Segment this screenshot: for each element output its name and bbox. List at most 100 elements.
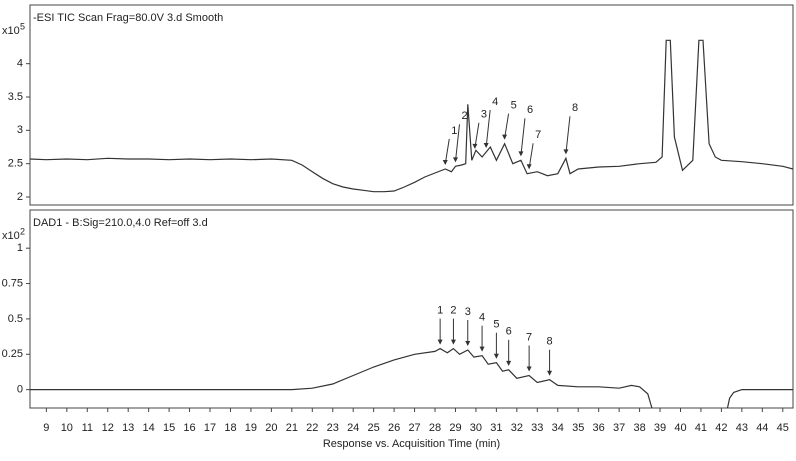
peak-label: 2 — [461, 110, 467, 122]
peak-arrow — [520, 118, 526, 156]
y-tick-label: 0 — [17, 384, 23, 396]
x-tick-label: 11 — [82, 422, 93, 434]
peak-label: 5 — [511, 100, 517, 112]
x-tick-label: 10 — [61, 422, 73, 434]
x-tick-label: 17 — [204, 422, 216, 434]
y-tick-label: 1 — [17, 242, 23, 254]
arrow-head — [547, 370, 553, 376]
x-tick-label: 30 — [470, 422, 482, 434]
x-tick-label: 20 — [265, 422, 277, 434]
arrow-head — [526, 164, 532, 170]
peak-label: 6 — [506, 326, 512, 338]
peak-label: 1 — [451, 125, 457, 137]
x-tick-label: 41 — [695, 422, 707, 434]
x-tick-label: 37 — [613, 422, 625, 434]
x-tick-label: 39 — [654, 422, 666, 434]
y-tick-label: 0.75 — [2, 277, 23, 289]
y-unit: x10 — [2, 230, 20, 242]
x-tick-label: 33 — [531, 422, 543, 434]
panel-frame — [29, 209, 794, 409]
y-tick-label: 2.5 — [8, 158, 23, 170]
x-tick-label: 31 — [490, 422, 502, 434]
peak-label: 4 — [492, 96, 498, 108]
arrow-head — [518, 151, 524, 157]
peak-label: 7 — [526, 331, 532, 343]
x-tick-label: 21 — [286, 422, 298, 434]
peak-label: 1 — [437, 305, 443, 317]
x-tick-label: 24 — [347, 422, 359, 434]
peak-label: 7 — [535, 129, 541, 141]
arrow-head — [563, 149, 569, 155]
x-tick-label: 40 — [674, 422, 686, 434]
x-tick-label: 13 — [122, 422, 134, 434]
x-tick-label: 43 — [736, 422, 748, 434]
peak-arrow — [528, 143, 534, 169]
x-tick-label: 32 — [511, 422, 523, 434]
y-exponent: 5 — [20, 21, 25, 31]
y-tick-label: 3 — [17, 124, 23, 136]
x-tick-label: 26 — [388, 422, 400, 434]
x-tick-label: 9 — [43, 422, 49, 434]
arrow-head — [479, 346, 485, 352]
x-tick-label: 15 — [163, 422, 175, 434]
x-tick-label: 36 — [593, 422, 605, 434]
arrow-head — [502, 134, 508, 140]
arrow-head — [465, 341, 471, 347]
x-tick-label: 38 — [633, 422, 645, 434]
arrow-head — [437, 339, 443, 345]
x-tick-label: 35 — [572, 422, 584, 434]
panel-title: DAD1 - B:Sig=210.0,4.0 Ref=off 3.d — [33, 217, 208, 229]
x-tick-label: 25 — [368, 422, 380, 434]
y-tick-label: 4 — [17, 58, 23, 70]
peak-arrow — [444, 138, 450, 165]
x-tick-label: 18 — [224, 422, 236, 434]
trace — [30, 347, 793, 409]
peak-label: 3 — [465, 306, 471, 318]
y-exponent: 2 — [20, 226, 25, 236]
peak-label: 5 — [493, 319, 499, 331]
arrow-head — [506, 360, 512, 366]
peak-label: 4 — [479, 312, 485, 324]
x-tick-label: 16 — [183, 422, 195, 434]
panel-frame — [29, 4, 794, 206]
peak-arrow — [565, 116, 571, 154]
peak-label: 8 — [547, 336, 553, 348]
peak-arrow — [504, 113, 510, 139]
x-tick-label: 45 — [777, 422, 789, 434]
peak-label: 3 — [481, 109, 487, 121]
arrow-head — [452, 157, 458, 163]
x-tick-label: 44 — [756, 422, 768, 434]
y-tick-label: 0.5 — [8, 313, 23, 325]
x-tick-label: 42 — [715, 422, 727, 434]
x-tick-label: 19 — [245, 422, 257, 434]
y-tick-label: 2 — [17, 191, 23, 203]
x-tick-label: 23 — [327, 422, 339, 434]
peak-label: 6 — [527, 104, 533, 116]
trace — [29, 39, 794, 193]
x-tick-label: 28 — [429, 422, 441, 434]
peak-label: 8 — [572, 102, 578, 114]
arrow-head — [493, 353, 499, 359]
arrow-head — [442, 160, 448, 165]
y-unit: x10 — [2, 25, 20, 37]
panel-title: -ESI TIC Scan Frag=80.0V 3.d Smooth — [33, 12, 223, 24]
arrow-head — [472, 143, 478, 149]
arrow-head — [450, 339, 456, 345]
arrow-head — [483, 143, 489, 148]
x-tick-label: 12 — [102, 422, 114, 434]
x-tick-label: 29 — [449, 422, 461, 434]
arrow-head — [526, 366, 532, 372]
x-tick-label: 34 — [552, 422, 564, 434]
x-tick-label: 14 — [143, 422, 155, 434]
peak-arrow — [474, 122, 480, 148]
peak-arrow — [485, 109, 491, 148]
x-axis-title: Response vs. Acquisition Time (min) — [323, 438, 500, 450]
y-tick-label: 0.25 — [2, 348, 23, 360]
x-tick-label: 22 — [306, 422, 318, 434]
x-tick-label: 27 — [408, 422, 420, 434]
peak-arrow — [454, 124, 460, 162]
y-tick-label: 3.5 — [8, 91, 23, 103]
peak-label: 2 — [450, 305, 456, 317]
